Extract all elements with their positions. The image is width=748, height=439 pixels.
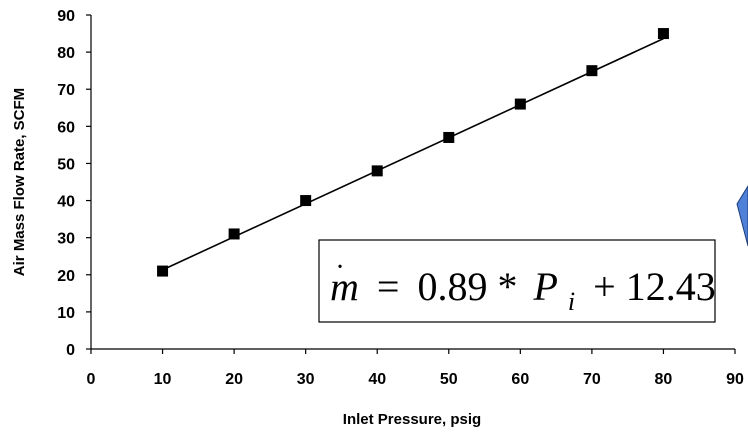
- data-point: [586, 65, 598, 77]
- equation-coefficient: 0.89: [417, 264, 487, 309]
- equation-plus: +: [593, 264, 616, 309]
- data-point: [228, 228, 240, 240]
- data-point: [443, 131, 455, 143]
- trendline-group: [162, 37, 664, 271]
- data-points: [157, 28, 669, 277]
- y-axis-ticks: 0 10 20 30 40 50 60 70 80 90: [57, 8, 91, 359]
- x-tick-label: 30: [297, 371, 315, 388]
- equation-variable: P: [532, 264, 557, 309]
- x-tick-label: 10: [154, 371, 172, 388]
- axes: [90, 15, 735, 350]
- data-point: [300, 195, 312, 207]
- y-tick-label: 60: [57, 119, 75, 136]
- equation-times: *: [497, 264, 517, 309]
- x-tick-label: 20: [225, 371, 243, 388]
- y-tick-label: 20: [57, 268, 75, 285]
- data-point: [157, 265, 169, 277]
- y-tick-label: 50: [57, 156, 75, 173]
- data-point: [371, 165, 383, 177]
- x-axis-ticks: 0 10 20 30 40 50 60 70 80 90: [87, 349, 744, 388]
- y-tick-label: 90: [57, 8, 75, 25]
- y-tick-label: 80: [57, 45, 75, 62]
- x-axis-title: Inlet Pressure, psig: [343, 411, 481, 428]
- equation-equals: =: [377, 264, 400, 309]
- equation-dot-accent: ·: [335, 252, 344, 283]
- data-point: [657, 28, 669, 40]
- svg-text:m = 0.89 *: m = 0.89 * P i + 12.43: [330, 264, 716, 319]
- y-tick-label: 30: [57, 231, 75, 248]
- y-axis-title: Air Mass Flow Rate, SCFM: [11, 88, 28, 276]
- equation-constant: 12.43: [626, 264, 716, 309]
- trendline: [162, 37, 664, 271]
- x-tick-label: 70: [583, 371, 601, 388]
- x-tick-label: 90: [726, 371, 744, 388]
- y-tick-label: 0: [66, 342, 75, 359]
- x-tick-label: 80: [655, 371, 673, 388]
- x-tick-label: 60: [511, 371, 529, 388]
- data-point: [514, 98, 526, 110]
- y-tick-label: 10: [57, 305, 75, 322]
- x-tick-label: 0: [87, 371, 96, 388]
- equation-subscript: i: [568, 287, 575, 316]
- equation-lhs: m: [330, 264, 359, 309]
- y-tick-label: 70: [57, 82, 75, 99]
- x-tick-label: 40: [368, 371, 386, 388]
- equation-box: m = 0.89 * P i + 12.43 ·: [318, 239, 716, 323]
- x-tick-label: 50: [440, 371, 458, 388]
- decorative-arrow-shape: [736, 185, 748, 247]
- y-tick-label: 40: [57, 194, 75, 211]
